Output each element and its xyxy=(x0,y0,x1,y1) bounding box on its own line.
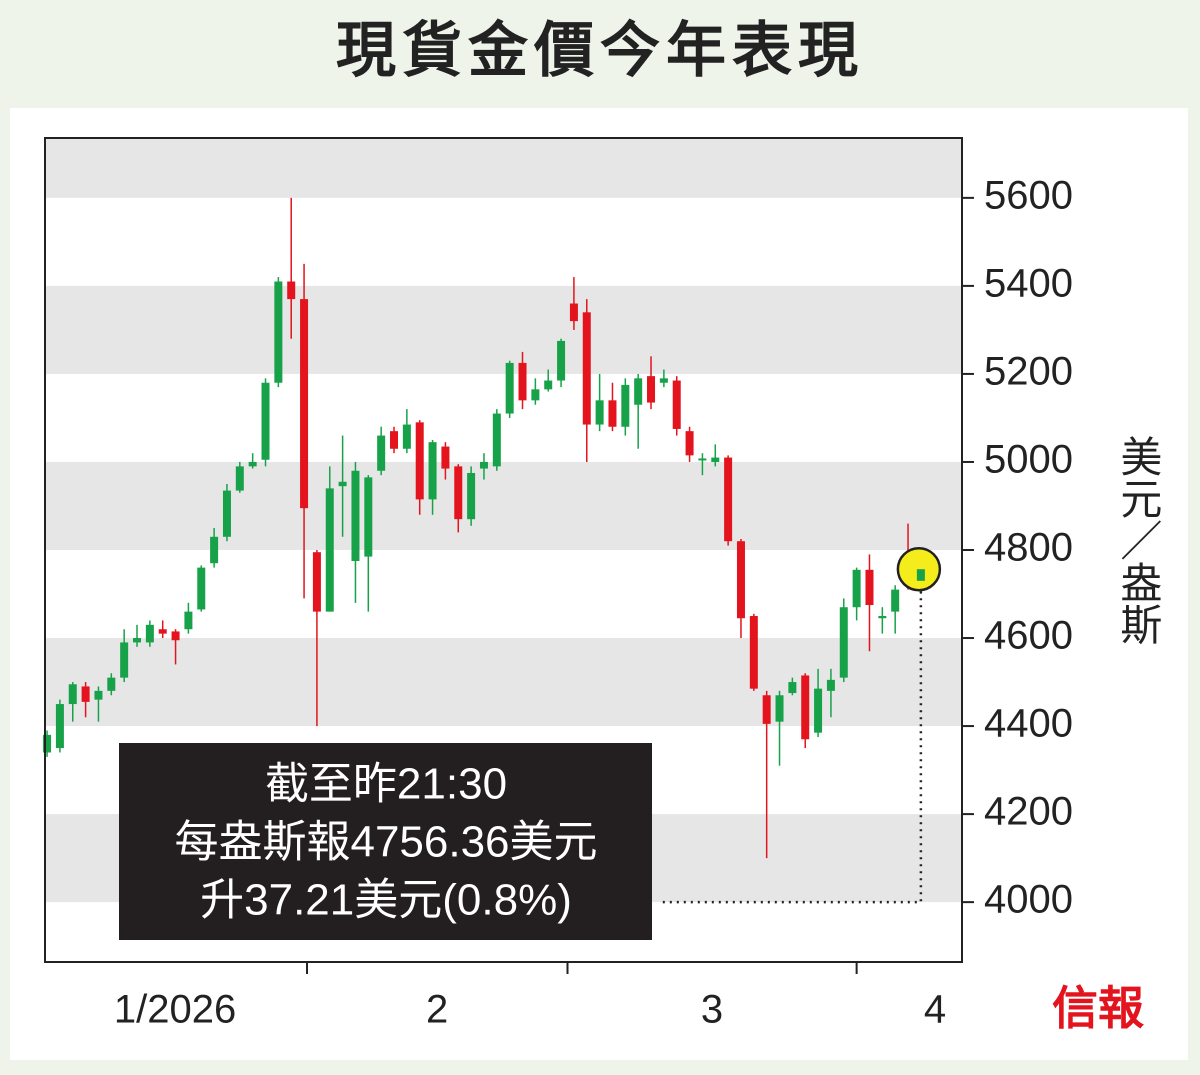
x-tick-label: 4 xyxy=(924,988,946,1032)
candle-body xyxy=(68,684,77,705)
candle-body xyxy=(647,376,656,403)
candle-body xyxy=(235,466,244,491)
candle-body xyxy=(801,675,810,740)
candle-body xyxy=(107,677,116,691)
candle-body xyxy=(878,616,887,619)
candle-body xyxy=(441,446,450,469)
grid-band xyxy=(45,285,962,374)
candle-body xyxy=(390,431,399,449)
candle-body xyxy=(865,569,874,606)
candle-body xyxy=(197,567,206,610)
candle-body xyxy=(621,384,630,427)
candle-body xyxy=(454,466,463,520)
candle-body xyxy=(287,281,296,300)
candle-body xyxy=(261,382,270,460)
candle-body xyxy=(274,281,283,383)
source-logo: 信報 xyxy=(1052,981,1144,1035)
candle-body xyxy=(839,607,848,678)
candle-body xyxy=(492,413,501,467)
candle-body xyxy=(698,458,707,461)
candle-body xyxy=(595,400,604,425)
candle-body xyxy=(415,422,424,500)
candle-body xyxy=(544,380,553,390)
y-tick-label: 5400 xyxy=(984,261,1073,305)
candle-body xyxy=(891,589,900,612)
candle-body xyxy=(826,679,835,691)
candle-body xyxy=(749,616,758,689)
candle-body xyxy=(852,569,861,608)
candle-body xyxy=(659,378,668,383)
y-tick-label: 4200 xyxy=(984,790,1073,834)
candle-body xyxy=(158,629,167,634)
candle-body xyxy=(351,470,360,562)
candle-body xyxy=(338,481,347,487)
candle-body xyxy=(325,488,334,612)
y-tick-label: 5200 xyxy=(984,349,1073,393)
candle-body xyxy=(672,380,681,429)
candle-body xyxy=(788,682,797,694)
candle-body xyxy=(364,477,373,557)
candle-body xyxy=(210,536,219,564)
candle-body xyxy=(467,472,476,520)
candle-body xyxy=(518,362,527,401)
y-tick-label: 5600 xyxy=(984,173,1073,217)
candle-body xyxy=(428,442,437,500)
annotation-text: 升37.21美元(0.8%) xyxy=(200,876,572,925)
annotation-text: 截至昨21:30 xyxy=(265,760,507,809)
chart-title: 現貨金價今年表現 xyxy=(336,17,864,84)
grid-band xyxy=(45,138,962,198)
candle-body xyxy=(377,435,386,471)
candle-body xyxy=(582,312,591,425)
candle-body xyxy=(736,541,745,619)
candle-body xyxy=(145,624,154,643)
candle-body xyxy=(634,378,643,405)
candle-body xyxy=(479,461,488,469)
candle-body xyxy=(814,688,823,733)
y-tick-label: 5000 xyxy=(984,438,1073,482)
candle-body xyxy=(531,389,540,401)
candle-body xyxy=(300,299,309,509)
candle-body xyxy=(184,611,193,630)
candle-body xyxy=(43,734,52,753)
y-tick-label: 4400 xyxy=(984,702,1073,746)
y-tick-label: 4000 xyxy=(984,878,1073,922)
candle-body xyxy=(711,457,720,462)
candle-body xyxy=(171,631,180,641)
grid-band xyxy=(45,638,962,727)
x-tick-label: 1/2026 xyxy=(114,988,236,1032)
plot-border xyxy=(44,137,963,963)
candle-body xyxy=(724,457,733,542)
candle-body xyxy=(222,490,231,537)
y-axis-label: 美元／盎斯 xyxy=(1115,435,1162,645)
x-tick-label: 3 xyxy=(701,988,723,1032)
candle-body xyxy=(775,695,784,722)
annotation-box xyxy=(119,743,652,940)
candle-body xyxy=(608,400,617,427)
x-tick-label: 2 xyxy=(426,988,448,1032)
candle-body xyxy=(55,704,64,749)
candle-body xyxy=(248,461,257,467)
candle-body xyxy=(557,340,566,381)
candle-body xyxy=(685,431,694,456)
plot-area: 4000 4200 4400 4600 4800 5000 5200 5400 5600 1/20… xyxy=(43,137,1073,1032)
candle-body xyxy=(312,552,321,612)
y-tick-label: 4800 xyxy=(984,526,1073,570)
y-tick-label: 4600 xyxy=(984,614,1073,658)
guide-line xyxy=(660,591,923,904)
grid-band xyxy=(45,461,962,550)
candle-body xyxy=(569,303,578,322)
candle-body xyxy=(94,690,103,700)
candle-body xyxy=(505,362,514,414)
candle-body xyxy=(133,638,142,643)
candle-body xyxy=(81,686,90,702)
candle-body xyxy=(402,424,411,449)
candle-body xyxy=(120,642,129,678)
annotation-text: 每盎斯報4756.36美元 xyxy=(174,818,597,867)
candle-body xyxy=(762,695,771,724)
highlight-candle xyxy=(916,569,925,581)
